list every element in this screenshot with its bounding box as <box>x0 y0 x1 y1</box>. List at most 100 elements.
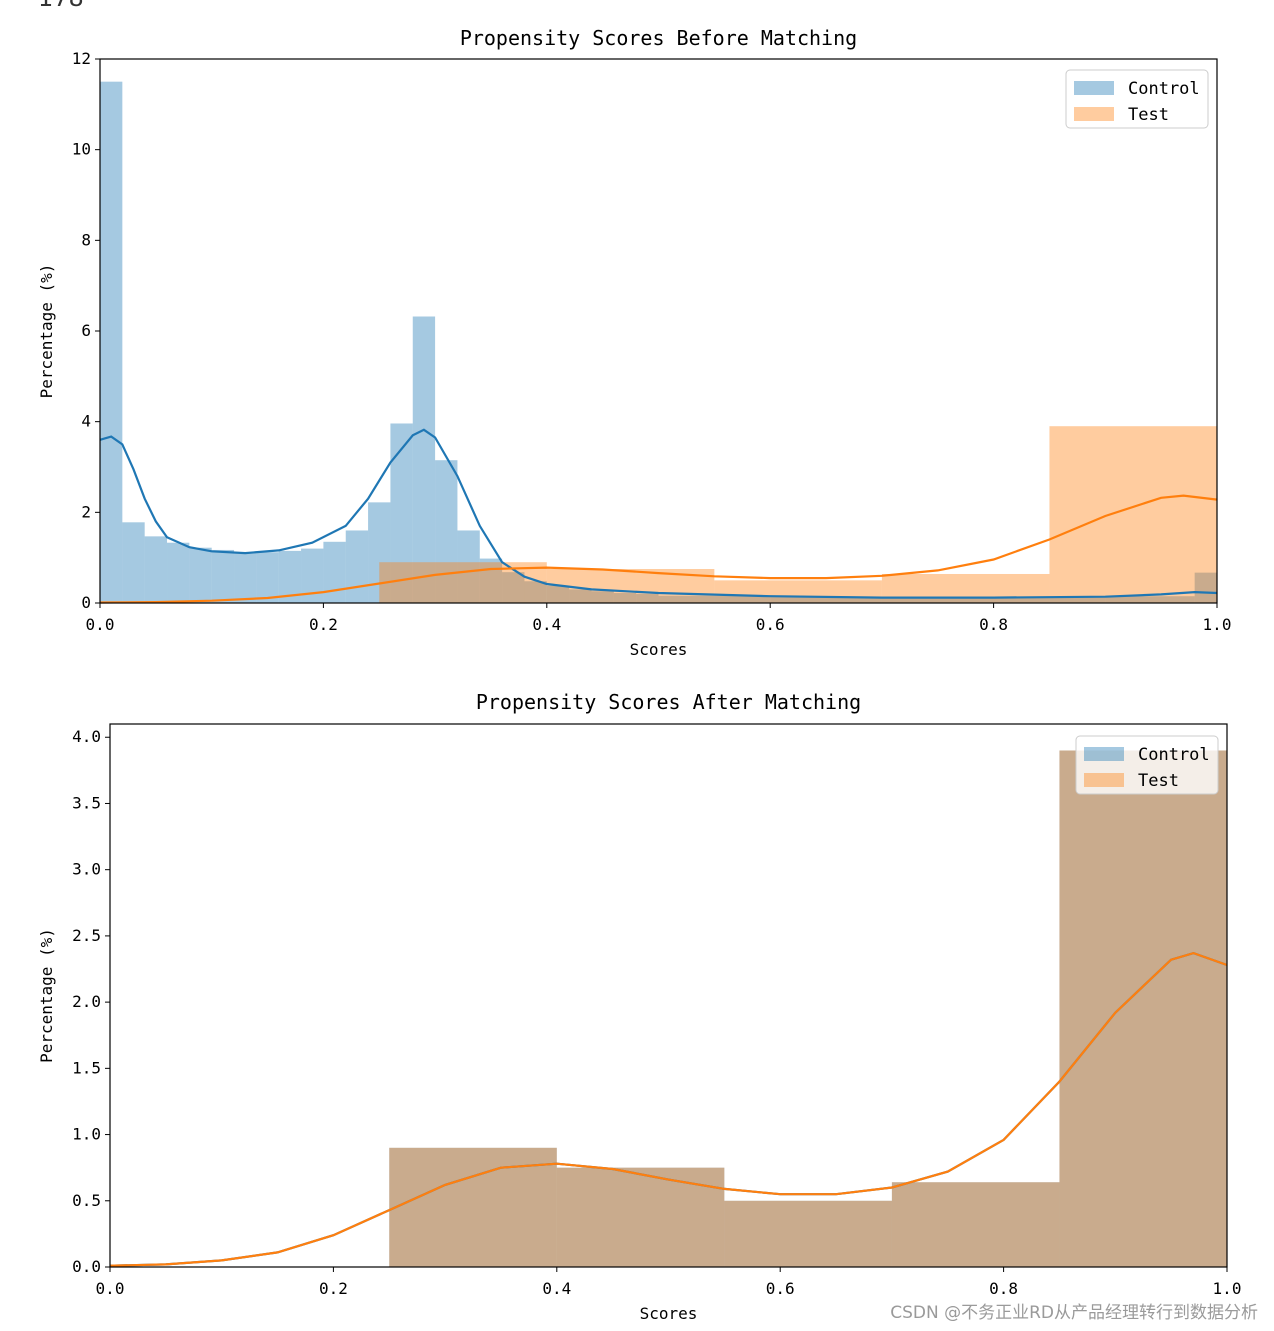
legend-swatch-test <box>1084 773 1124 787</box>
legend-swatch-control <box>1084 747 1124 761</box>
histogram-bar <box>724 1200 892 1267</box>
y-tick-label: 8 <box>81 230 91 249</box>
histogram-bar <box>724 1200 892 1267</box>
histogram-bar <box>556 1167 725 1267</box>
y-tick-label: 10 <box>72 140 91 159</box>
histogram-bar <box>345 530 369 603</box>
histogram-bar <box>524 581 547 603</box>
y-tick-label: 0 <box>81 593 91 612</box>
y-tick-label: 1.5 <box>72 1058 101 1077</box>
y-tick-label: 4 <box>81 412 91 431</box>
legend-label-control: Control <box>1128 79 1200 99</box>
x-tick-label: 0.8 <box>989 1279 1018 1298</box>
histogram-bar <box>613 593 637 603</box>
y-tick-label: 6 <box>81 321 91 340</box>
histogram-bar <box>211 549 235 603</box>
histogram-bar <box>1194 572 1217 603</box>
legend-label-test: Test <box>1138 771 1179 791</box>
y-tick-label: 0.0 <box>72 1257 101 1276</box>
histogram-bar <box>993 597 1106 603</box>
histogram-bar <box>891 1182 1060 1267</box>
chart-title: Propensity Scores After Matching <box>476 690 861 714</box>
histogram-bar <box>144 536 168 603</box>
y-tick-label: 4.0 <box>72 727 101 746</box>
legend-box <box>1075 735 1219 795</box>
series-control-bars <box>100 81 1217 603</box>
y-axis-label: Percentage (%) <box>37 928 56 1063</box>
series-test-bars <box>379 426 1217 603</box>
histogram-bar <box>591 591 614 603</box>
histogram-bar <box>1059 750 1227 1267</box>
histogram-bar <box>122 522 145 603</box>
histogram-bar <box>368 502 391 603</box>
chart-after-matching: Propensity Scores After Matching 0.0 0.2 0.… <box>37 690 1242 1323</box>
histogram-bar <box>389 1147 557 1267</box>
y-tick-label: 2.5 <box>72 926 101 945</box>
histogram-bar <box>1049 426 1217 603</box>
x-tick-label: 0.2 <box>319 1279 348 1298</box>
chart-before-matching: Propensity Scores Before Matching 0.0 0.2 0… <box>37 26 1232 659</box>
y-tick-label: 2.0 <box>72 992 101 1011</box>
histogram-bar <box>256 552 279 603</box>
legend-swatch-control <box>1074 81 1114 95</box>
y-tick-label: 0.5 <box>72 1191 101 1210</box>
legend: Control Test <box>1075 735 1219 795</box>
y-tick-label: 12 <box>72 49 91 68</box>
axes-frame <box>109 723 1228 1268</box>
y-tick-label: 2 <box>81 502 91 521</box>
histogram-bar <box>1105 596 1195 603</box>
cell-execution-number: 178 <box>38 0 84 12</box>
x-tick-label: 0.0 <box>86 615 115 634</box>
histogram-bar <box>891 1182 1060 1267</box>
legend-swatch-test <box>1074 107 1114 121</box>
legend-label-control: Control <box>1138 745 1210 765</box>
x-tick-label: 0.8 <box>979 615 1008 634</box>
histogram-bar <box>770 597 882 603</box>
histogram-bar <box>323 541 346 603</box>
x-tick-label: 0.6 <box>766 1279 795 1298</box>
histogram-bar <box>658 595 771 603</box>
histogram-bar <box>412 316 436 603</box>
histogram-bar <box>189 547 212 603</box>
watermark: CSDN @不务正业RD从产品经理转行到数据分析 <box>890 1303 1258 1323</box>
chart-title: Propensity Scores Before Matching <box>460 26 857 50</box>
histogram-bar <box>100 81 123 603</box>
legend: Control Test <box>1065 69 1209 129</box>
series-test-bars <box>389 750 1227 1267</box>
y-axis-label: Percentage (%) <box>37 264 56 399</box>
histogram-bar <box>389 1147 557 1267</box>
histogram-bar <box>167 542 190 603</box>
kde-line-test <box>109 951 1228 1267</box>
y-tick-label: 3.5 <box>72 793 101 812</box>
x-axis-label: Scores <box>630 640 688 659</box>
histogram-bar <box>881 597 994 603</box>
x-tick-label: 0.6 <box>756 615 785 634</box>
histogram-bar <box>1059 750 1227 1267</box>
histogram-bar <box>546 585 570 603</box>
histogram-bar <box>502 572 525 603</box>
histogram-bar <box>278 550 302 603</box>
series-control-bars <box>389 750 1227 1267</box>
legend-label-test: Test <box>1128 105 1169 125</box>
histogram-bar <box>714 580 882 603</box>
y-tick-label: 1.0 <box>72 1125 101 1144</box>
histogram-bar <box>234 552 257 603</box>
histogram-bar <box>301 548 324 603</box>
x-tick-label: 1.0 <box>1213 1279 1242 1298</box>
x-tick-label: 1.0 <box>1203 615 1232 634</box>
y-tick-label: 3.0 <box>72 860 101 879</box>
x-tick-label: 0.4 <box>542 1279 571 1298</box>
x-axis-label: Scores <box>640 1304 698 1323</box>
histogram-bar <box>636 593 659 603</box>
legend-box <box>1065 69 1209 129</box>
x-tick-label: 0.2 <box>309 615 338 634</box>
histogram-bar <box>457 530 480 603</box>
kde-line-control <box>99 428 1218 599</box>
histogram-bar <box>569 589 592 603</box>
x-tick-label: 0.4 <box>532 615 561 634</box>
x-tick-label: 0.0 <box>96 1279 125 1298</box>
kde-line-test <box>99 494 1218 604</box>
histogram-bar <box>390 423 413 603</box>
histogram-bar <box>435 460 458 603</box>
